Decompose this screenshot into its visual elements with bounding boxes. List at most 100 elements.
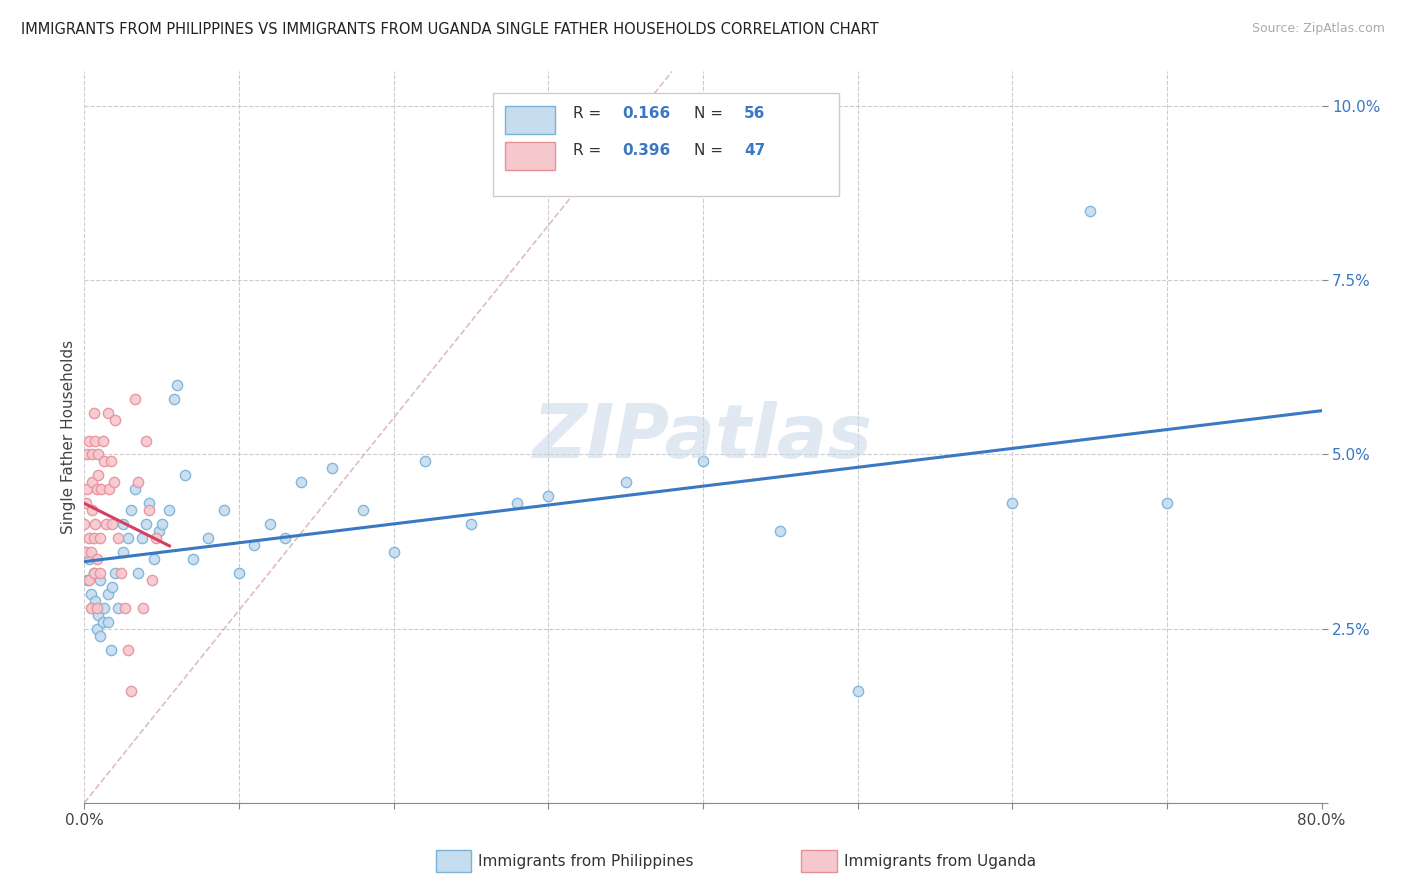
- Point: [94, 517, 117, 532]
- Y-axis label: Single Father Households: Single Father Households: [60, 340, 76, 534]
- Point: [460, 517, 482, 532]
- Point: [506, 496, 529, 510]
- Point: [321, 461, 343, 475]
- Point: [84, 434, 107, 448]
- Point: [120, 503, 142, 517]
- Point: [76, 573, 98, 587]
- Point: [87, 448, 110, 462]
- Point: [91, 434, 114, 448]
- Point: [110, 566, 132, 580]
- Text: R =: R =: [574, 106, 606, 121]
- Point: [76, 448, 98, 462]
- Point: [82, 475, 104, 490]
- Point: [124, 392, 146, 406]
- Point: [101, 517, 124, 532]
- Point: [89, 566, 111, 580]
- Point: [181, 552, 204, 566]
- Point: [212, 503, 235, 517]
- Text: 47: 47: [744, 143, 765, 158]
- Point: [114, 600, 136, 615]
- Point: [93, 600, 115, 615]
- Point: [87, 468, 110, 483]
- Point: [86, 600, 108, 615]
- Text: Immigrants from Uganda: Immigrants from Uganda: [844, 855, 1036, 869]
- Point: [101, 580, 124, 594]
- Point: [107, 600, 129, 615]
- Point: [82, 600, 104, 615]
- Point: [174, 468, 197, 483]
- Point: [112, 517, 135, 532]
- Point: [82, 448, 104, 462]
- Point: [96, 587, 118, 601]
- Point: [124, 483, 146, 497]
- Point: [83, 406, 105, 420]
- Point: [197, 531, 219, 545]
- Point: [135, 434, 157, 448]
- Point: [89, 573, 111, 587]
- Point: [96, 406, 118, 420]
- Point: [77, 531, 100, 545]
- Point: [79, 545, 101, 559]
- Point: [352, 503, 374, 517]
- Text: 0.396: 0.396: [623, 143, 671, 158]
- Point: [112, 545, 135, 559]
- Point: [145, 531, 167, 545]
- Point: [100, 454, 122, 468]
- Point: [1078, 203, 1101, 218]
- Point: [87, 607, 110, 622]
- Point: [127, 475, 149, 490]
- Point: [692, 454, 714, 468]
- Point: [75, 545, 97, 559]
- Point: [79, 600, 101, 615]
- Point: [86, 622, 108, 636]
- Point: [243, 538, 266, 552]
- Point: [132, 600, 155, 615]
- Point: [83, 566, 105, 580]
- Point: [382, 545, 405, 559]
- Point: [89, 629, 111, 643]
- Point: [537, 489, 560, 503]
- Point: [98, 483, 121, 497]
- Point: [143, 552, 166, 566]
- Point: [1156, 496, 1178, 510]
- Point: [73, 517, 96, 532]
- FancyBboxPatch shape: [505, 106, 554, 134]
- Point: [166, 377, 188, 392]
- Point: [83, 566, 105, 580]
- Point: [150, 517, 173, 532]
- Point: [138, 496, 160, 510]
- FancyBboxPatch shape: [492, 94, 839, 195]
- Text: N =: N =: [695, 106, 728, 121]
- Point: [86, 483, 108, 497]
- Text: R =: R =: [574, 143, 606, 158]
- Point: [846, 684, 869, 698]
- Point: [274, 531, 297, 545]
- Point: [413, 454, 436, 468]
- Point: [120, 684, 142, 698]
- Point: [228, 566, 250, 580]
- Point: [76, 483, 98, 497]
- Point: [77, 552, 100, 566]
- Point: [90, 483, 112, 497]
- Point: [75, 496, 97, 510]
- Point: [769, 524, 792, 538]
- Text: 56: 56: [744, 106, 765, 121]
- Point: [614, 475, 637, 490]
- Text: IMMIGRANTS FROM PHILIPPINES VS IMMIGRANTS FROM UGANDA SINGLE FATHER HOUSEHOLDS C: IMMIGRANTS FROM PHILIPPINES VS IMMIGRANT…: [21, 22, 879, 37]
- Point: [83, 531, 105, 545]
- Point: [86, 552, 108, 566]
- Point: [100, 642, 122, 657]
- Point: [117, 642, 139, 657]
- Text: 0.166: 0.166: [623, 106, 671, 121]
- Point: [163, 392, 186, 406]
- Text: N =: N =: [695, 143, 728, 158]
- Point: [127, 566, 149, 580]
- Point: [141, 573, 163, 587]
- Point: [91, 615, 114, 629]
- Point: [290, 475, 312, 490]
- Point: [117, 531, 139, 545]
- Point: [1001, 496, 1024, 510]
- Point: [79, 587, 101, 601]
- Point: [104, 566, 127, 580]
- FancyBboxPatch shape: [505, 143, 554, 170]
